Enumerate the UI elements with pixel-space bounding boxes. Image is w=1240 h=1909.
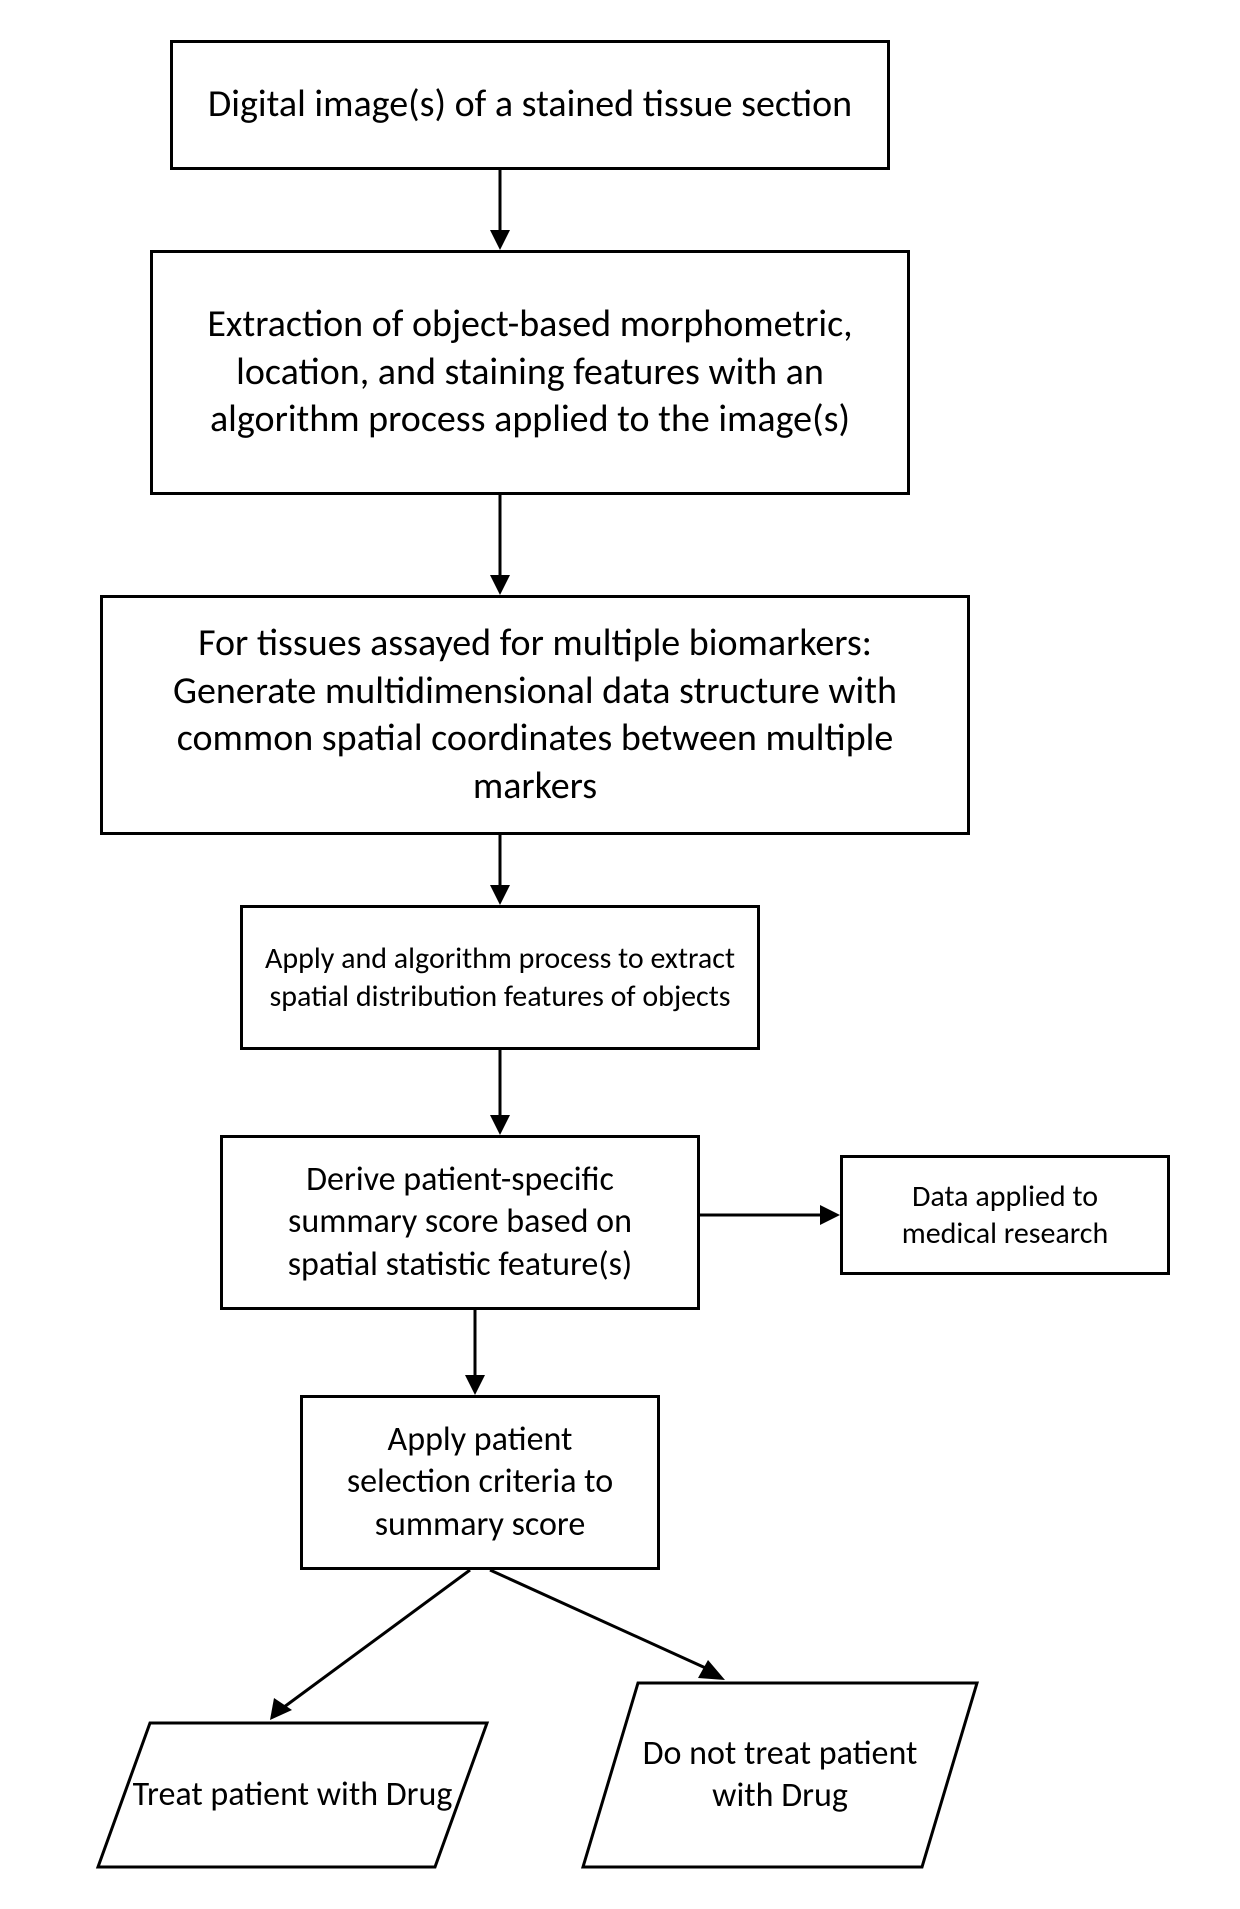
flowchart-node-digital-image: Digital image(s) of a stained tissue sec… [170,40,890,170]
flowchart-container: Digital image(s) of a stained tissue sec… [0,0,1240,1909]
flowchart-node-multidimensional: For tissues assayed for multiple biomark… [100,595,970,835]
arrow-3-4 [480,835,520,905]
arrow-5-7 [455,1310,495,1395]
flowchart-node-medical-research: Data applied to medical research [840,1155,1170,1275]
arrow-7-9 [480,1570,740,1690]
flowchart-node-spatial-distribution: Apply and algorithm process to extract s… [240,905,760,1050]
node-text: Do not treat patient with Drug [580,1733,980,1818]
node-text: Data applied to medical research [863,1178,1147,1253]
arrow-4-5 [480,1050,520,1135]
node-text: Apply patient selection criteria to summ… [323,1419,637,1547]
flowchart-node-do-not-treat: Do not treat patient with Drug [580,1680,980,1870]
arrow-1-2 [480,170,520,250]
flowchart-node-extraction: Extraction of object-based morphometric,… [150,250,910,495]
node-text: Extraction of object-based morphometric,… [173,301,887,444]
node-text: Treat patient with Drug [103,1774,483,1817]
arrow-2-3 [480,495,520,595]
node-text: Apply and algorithm process to extract s… [263,940,737,1015]
node-text: For tissues assayed for multiple biomark… [123,620,947,810]
node-text: Digital image(s) of a stained tissue sec… [208,81,852,129]
node-text: Derive patient-specific summary score ba… [243,1159,677,1287]
flowchart-node-selection-criteria: Apply patient selection criteria to summ… [300,1395,660,1570]
flowchart-node-treat-patient: Treat patient with Drug [95,1720,490,1870]
arrow-5-6 [700,1195,840,1235]
arrow-7-8 [250,1570,490,1730]
flowchart-node-summary-score: Derive patient-specific summary score ba… [220,1135,700,1310]
